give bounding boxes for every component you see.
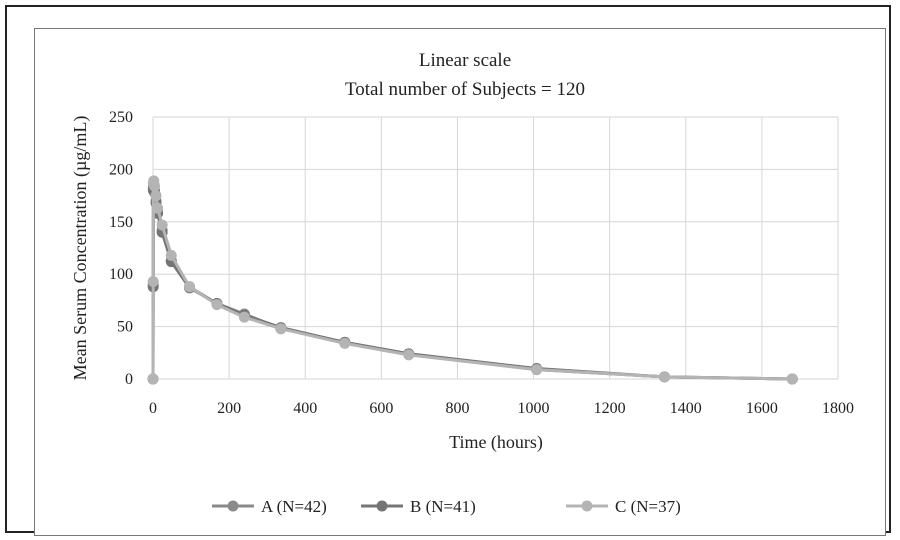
- data-point: [275, 323, 287, 335]
- y-axis-title: Mean Serum Concentration (µg/mL): [70, 116, 91, 381]
- x-tick-label: 1400: [670, 400, 702, 417]
- legend: A (N=42) B (N=41) C (N=37): [212, 497, 681, 516]
- legend-item: A (N=42): [212, 497, 327, 516]
- y-tick-label: 0: [125, 371, 133, 388]
- y-tick-label: 250: [109, 109, 133, 126]
- x-tick-label: 1000: [518, 400, 550, 417]
- series-line: [151, 184, 793, 381]
- data-point: [147, 373, 159, 385]
- x-tick-label: 400: [293, 400, 317, 417]
- data-point: [165, 249, 177, 261]
- x-tick-label: 200: [217, 400, 241, 417]
- x-tick-label: 0: [149, 400, 157, 417]
- series-line: [151, 182, 793, 381]
- x-tick-label: 800: [445, 400, 469, 417]
- y-tick-label: 150: [109, 214, 133, 231]
- data-point: [238, 311, 250, 323]
- data-point: [184, 281, 196, 293]
- x-tick-label: 1600: [746, 400, 778, 417]
- series-line: [151, 179, 793, 381]
- x-tick-label: 1200: [594, 400, 626, 417]
- grid: [152, 116, 839, 380]
- data-point: [339, 337, 351, 349]
- legend-label: B (N=41): [410, 497, 476, 516]
- data-point: [156, 219, 168, 231]
- x-axis-ticks: 0 200 400 600 800 1000 1200 1400 1600 1800: [149, 400, 854, 417]
- legend-marker: [581, 500, 593, 512]
- series-layer: [147, 175, 798, 385]
- y-tick-label: 50: [117, 319, 133, 336]
- chart-frame: [34, 28, 886, 536]
- series-1: [147, 178, 798, 385]
- legend-item: C (N=37): [566, 497, 681, 516]
- x-tick-label: 1800: [822, 400, 854, 417]
- y-axis-ticks: 0 50 100 150 200 250: [109, 109, 133, 388]
- y-tick-label: 100: [109, 266, 133, 283]
- legend-marker: [227, 500, 239, 512]
- series-2: [147, 180, 798, 385]
- legend-marker: [376, 500, 388, 512]
- data-point: [150, 190, 162, 202]
- data-point: [786, 373, 798, 385]
- y-tick-label: 200: [109, 161, 133, 178]
- series-3: [147, 175, 798, 385]
- data-point: [211, 299, 223, 311]
- legend-label: A (N=42): [261, 497, 327, 516]
- x-axis-title: Time (hours): [449, 432, 543, 453]
- data-point: [152, 202, 164, 214]
- data-point: [531, 364, 543, 376]
- data-point: [149, 180, 161, 192]
- chart-subtitle: Total number of Subjects = 120: [345, 79, 585, 100]
- data-point: [147, 276, 159, 288]
- legend-item: B (N=41): [361, 497, 476, 516]
- legend-label: C (N=37): [615, 497, 681, 516]
- data-point: [403, 349, 415, 361]
- data-point: [658, 371, 670, 383]
- chart-title: Linear scale: [419, 50, 511, 71]
- x-tick-label: 600: [369, 400, 393, 417]
